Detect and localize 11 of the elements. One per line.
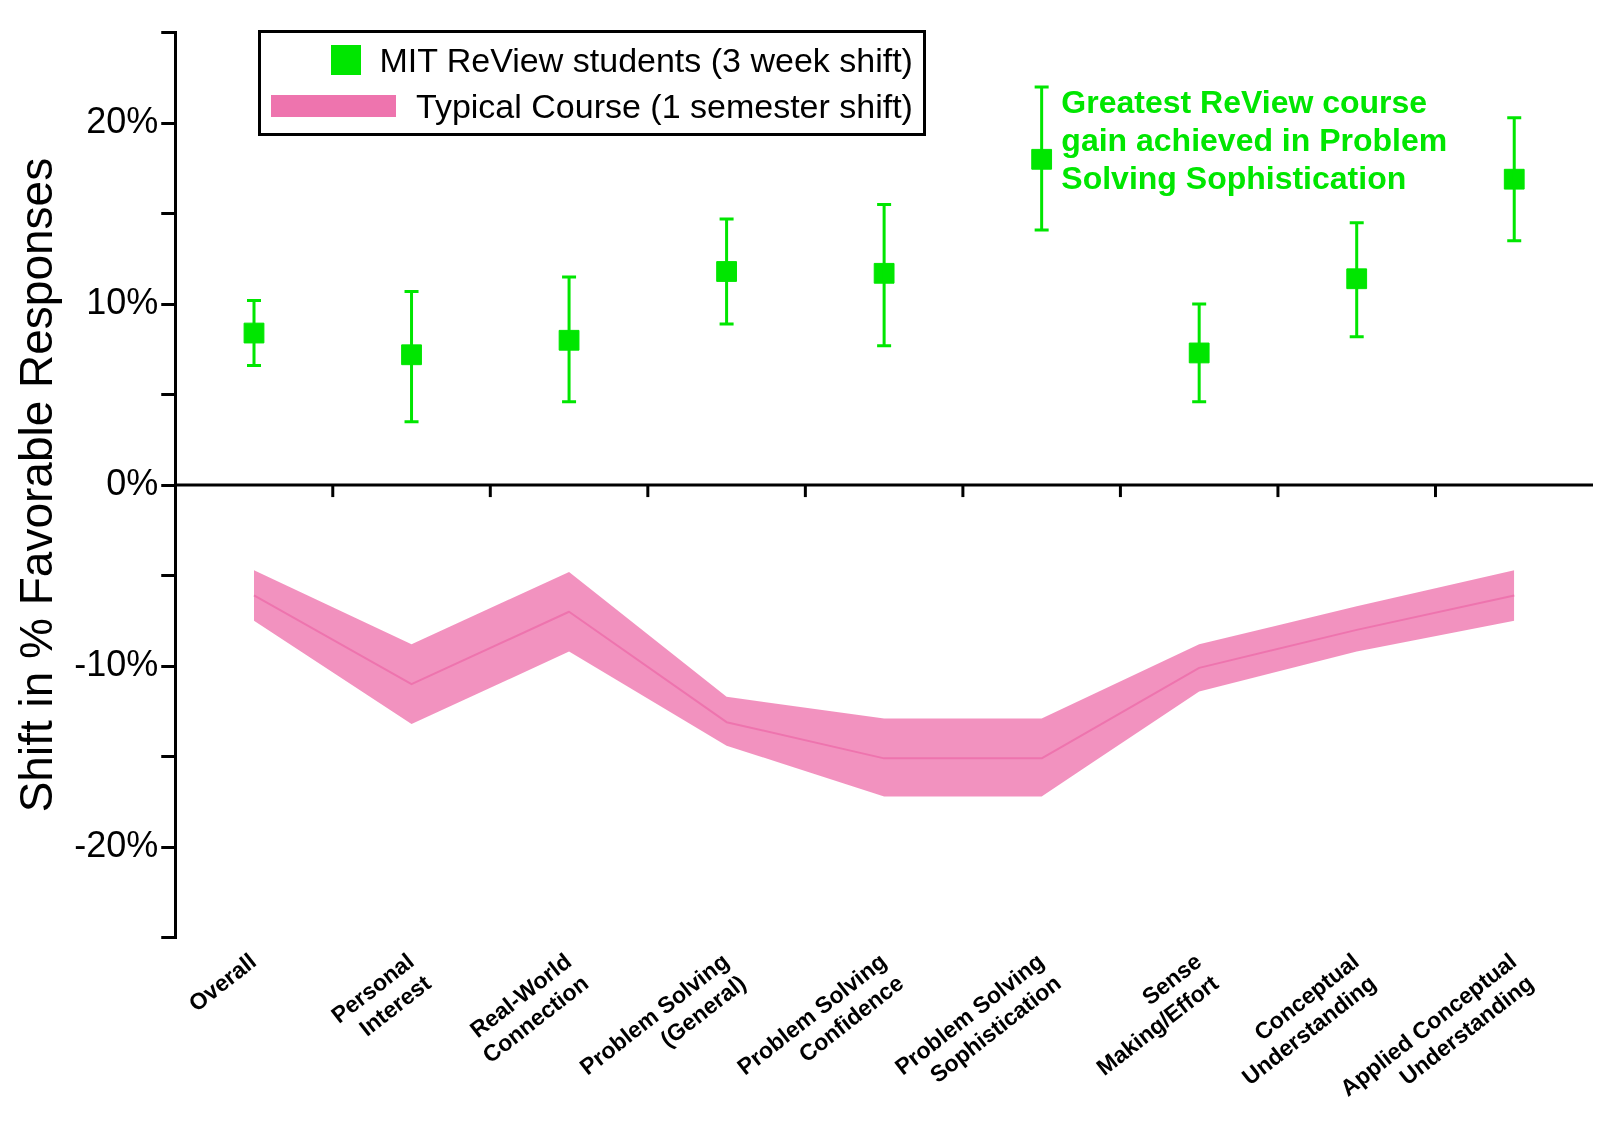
point (243, 322, 265, 344)
y-tick-label: 0% (106, 462, 159, 503)
y-tick-label: -20% (74, 823, 159, 865)
y-axis-title: Shift in % Favorable Responses (10, 157, 63, 813)
legend-label: MIT ReView students (3 week shift) (379, 40, 913, 80)
annotation: Greatest ReView course gain achieved in Problem Solving Sophistication (1061, 84, 1448, 197)
point (1188, 342, 1210, 364)
y-tick-label: 20% (86, 100, 159, 142)
y-tick-label: -10% (74, 642, 159, 684)
legend-label: Typical Course (1 semester shift) (416, 86, 913, 126)
y-tick-label: 10% (86, 281, 159, 323)
